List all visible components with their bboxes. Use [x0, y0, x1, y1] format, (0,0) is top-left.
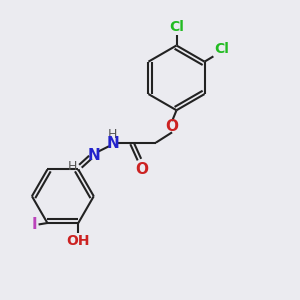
Text: OH: OH [67, 234, 90, 248]
Text: H: H [108, 128, 117, 141]
Text: N: N [88, 148, 101, 163]
Text: H: H [68, 160, 77, 173]
Text: Cl: Cl [214, 42, 229, 56]
Text: O: O [166, 119, 178, 134]
Text: O: O [135, 162, 148, 177]
Text: Cl: Cl [169, 20, 184, 34]
Text: I: I [32, 217, 37, 232]
Text: N: N [106, 136, 119, 151]
